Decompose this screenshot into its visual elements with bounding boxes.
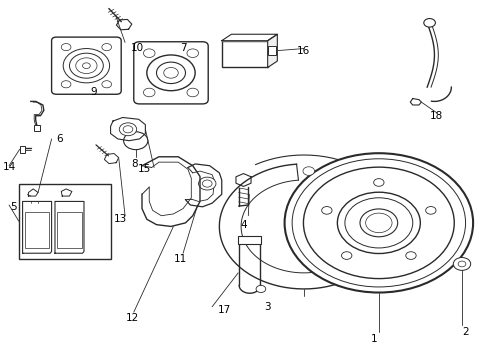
Text: 3: 3: [264, 302, 270, 312]
Text: 5: 5: [11, 202, 17, 212]
Circle shape: [102, 44, 111, 51]
Circle shape: [284, 153, 472, 293]
Circle shape: [186, 88, 198, 97]
Circle shape: [341, 252, 351, 260]
Text: 4: 4: [240, 220, 246, 230]
Circle shape: [359, 209, 397, 237]
Text: 18: 18: [429, 111, 443, 121]
Circle shape: [186, 49, 198, 58]
Circle shape: [423, 18, 434, 27]
Circle shape: [119, 123, 136, 136]
Circle shape: [61, 81, 71, 88]
Circle shape: [143, 88, 155, 97]
Circle shape: [337, 192, 420, 253]
Text: 14: 14: [2, 162, 16, 172]
Circle shape: [321, 207, 331, 214]
Circle shape: [373, 179, 383, 186]
Text: 13: 13: [113, 214, 126, 224]
Bar: [19, 184, 110, 258]
Circle shape: [76, 58, 97, 73]
Text: 9: 9: [90, 87, 97, 98]
Text: 7: 7: [180, 43, 186, 53]
Text: 16: 16: [297, 46, 310, 57]
Circle shape: [256, 285, 265, 293]
Circle shape: [425, 207, 435, 214]
Bar: [34, 125, 40, 131]
FancyBboxPatch shape: [134, 42, 208, 104]
Circle shape: [123, 132, 147, 150]
Circle shape: [156, 62, 185, 84]
Text: 17: 17: [217, 305, 230, 315]
Bar: [221, 41, 267, 67]
Text: 2: 2: [462, 327, 468, 337]
Text: 8: 8: [131, 159, 138, 169]
Bar: [238, 237, 261, 244]
Circle shape: [143, 49, 155, 58]
Bar: [267, 46, 276, 55]
Bar: [57, 212, 81, 248]
Bar: [20, 146, 25, 153]
Circle shape: [405, 252, 415, 260]
Text: 15: 15: [138, 164, 151, 174]
FancyBboxPatch shape: [52, 37, 121, 94]
Circle shape: [61, 44, 71, 51]
Circle shape: [69, 53, 103, 78]
Circle shape: [303, 167, 314, 175]
Bar: [24, 212, 49, 248]
Text: 6: 6: [57, 134, 63, 144]
Polygon shape: [221, 34, 277, 41]
Polygon shape: [267, 34, 277, 67]
Circle shape: [198, 177, 216, 190]
Circle shape: [63, 49, 109, 83]
Text: 11: 11: [174, 253, 187, 264]
Circle shape: [452, 257, 470, 270]
Text: 12: 12: [125, 312, 139, 323]
Circle shape: [102, 81, 111, 88]
Text: 10: 10: [130, 43, 143, 53]
Text: 1: 1: [370, 334, 377, 344]
Circle shape: [146, 55, 195, 91]
